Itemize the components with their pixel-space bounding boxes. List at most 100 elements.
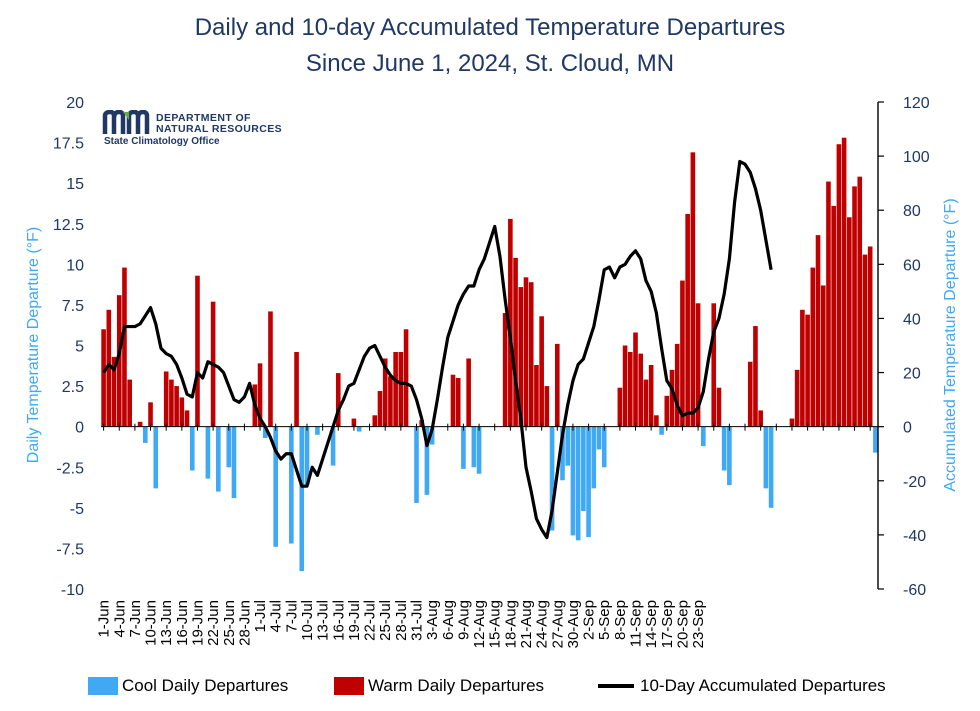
warm-bar [466,358,471,427]
cool-bar [727,426,732,486]
legend-line-label: 10-Day Accumulated Departures [640,676,886,695]
cool-swatch [88,677,118,695]
x-tick-label: 13-Jul [315,600,332,641]
x-tick-label: 16-Jul [330,600,347,641]
warm-bar [852,186,857,427]
warm-bar [174,386,179,427]
warm-bar [268,311,273,427]
warm-bar [450,374,456,427]
cool-bar [763,426,769,489]
warm-bar [831,205,836,427]
right-tick-label: -20 [903,474,926,491]
right-tick-label: 40 [903,311,921,328]
left-tick-label: 12.5 [53,217,84,234]
x-tick-label: 13-Jun [158,600,175,646]
x-tick-label: 24-Aug [534,600,551,648]
x-tick-label: 1-Jul [252,600,269,633]
chart-subtitle: Since June 1, 2024, St. Cloud, MN [305,50,675,77]
right-y-axis: 120 100 80 60 40 20 0 -20 -40 -60 [877,95,930,599]
warm-bar [122,267,127,427]
x-tick-label: 19-Jul [346,600,363,641]
x-tick-label: 5-Sep [596,600,613,640]
x-tick-label: 4-Jun [111,600,128,638]
cool-bar [768,426,774,508]
warm-bar [747,361,753,427]
warm-bar [617,387,623,427]
warm-bar [294,351,299,427]
cool-bar [189,426,195,471]
cool-bar [570,426,576,536]
warm-bar [398,351,404,427]
x-tick-label: 21-Aug [518,600,535,648]
x-tick-label: 17-Sep [659,600,676,648]
x-tick-label: 10-Jun [143,600,160,646]
right-tick-label: 60 [903,257,921,274]
left-tick-label: 5 [75,339,84,356]
cool-bar [330,426,336,466]
warm-bar [627,351,633,427]
warm-bar [195,275,200,427]
bar-series [101,137,878,572]
x-tick-label: 28-Jul [393,600,410,641]
warm-bar [820,285,826,427]
cool-bar [304,426,310,486]
right-tick-label: 100 [903,149,930,166]
x-tick-label: 30-Aug [565,600,582,648]
warm-bar [758,410,763,427]
warm-bar [393,351,398,427]
chart-title: Daily and 10-day Accumulated Temperature… [194,14,786,41]
warm-bar [137,421,143,427]
right-tick-label: 120 [903,95,930,112]
warm-bar [789,418,795,427]
cool-bar [565,426,571,466]
warm-bar [711,303,717,427]
warm-bar [800,309,805,427]
warm-bar [753,326,758,427]
cool-bar [471,426,477,468]
cool-bar [560,426,565,481]
logo-subtitle: State Climatology Office [104,136,220,147]
x-tick-label: 14-Sep [643,600,660,648]
cool-bar [591,426,597,489]
warm-bar [648,364,654,427]
right-tick-label: -40 [903,528,926,545]
cool-bar [205,426,211,479]
left-tick-label: -2.5 [56,460,84,477]
x-tick-label: 22-Jun [205,600,222,646]
cool-bar [424,426,430,495]
right-tick-label: -60 [903,582,926,599]
legend-warm-label: Warm Daily Departures [368,676,545,695]
left-axis-label: Daily Temperature Departure (°F) [25,227,42,463]
warm-bar [169,379,174,427]
x-tick-label: 8-Sep [612,600,629,640]
warm-bar [544,386,550,427]
cool-bar [299,426,305,572]
x-tick-label: 2-Sep [581,600,598,640]
warm-bar [184,410,190,427]
warm-bar [857,176,863,427]
x-tick-label: 28-Jun [236,600,253,646]
logo-line-2: NATURAL RESOURCES [156,123,283,135]
x-tick-label: 25-Jun [221,600,238,646]
x-tick-label: 25-Jul [377,600,394,641]
warm-bar [685,214,690,427]
warm-bar [539,316,544,427]
warm-bar [388,376,393,427]
warm-bar [534,364,539,427]
left-tick-label: 2.5 [62,379,84,396]
warm-bar [106,309,112,427]
warm-bar [523,277,529,427]
cool-bar [216,426,221,492]
warm-bar [622,345,628,427]
x-axis-ticks [103,423,871,431]
warm-bar [508,218,513,427]
warm-bar [179,397,185,427]
warm-bar [127,379,132,427]
right-axis-label: Accumulated Temperature Departure (°F) [942,198,959,491]
left-tick-label: 20 [66,95,84,112]
warm-bar [372,415,378,427]
accumulated-line [102,159,773,540]
warm-bar [163,371,169,427]
cool-bar [575,426,581,541]
